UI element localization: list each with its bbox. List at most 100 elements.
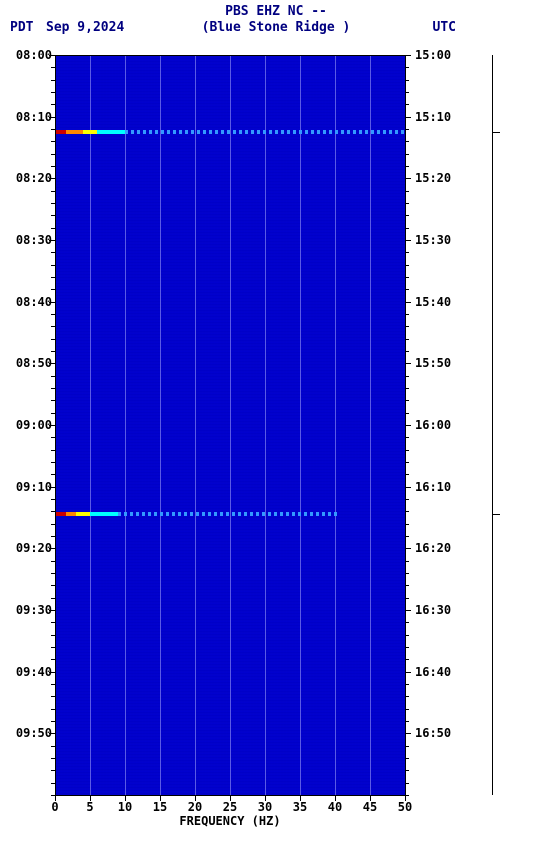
event-segment (66, 512, 77, 516)
y-minor-left (51, 598, 55, 599)
x-axis-title: FREQUENCY (HZ) (55, 814, 405, 828)
y-label-right: 16:30 (415, 603, 451, 617)
y-minor-left (51, 240, 55, 241)
plot-border-left (55, 55, 56, 795)
x-tick-label: 20 (188, 800, 202, 814)
y-minor-right (405, 499, 409, 500)
y-minor-left (51, 104, 55, 105)
y-minor-right (405, 487, 409, 488)
event-segment (83, 130, 97, 134)
y-minor-left (51, 400, 55, 401)
y-label-left: 09:40 (8, 665, 52, 679)
y-minor-left (51, 783, 55, 784)
y-minor-left (51, 548, 55, 549)
event-segment (353, 130, 356, 134)
date: Sep 9,2024 (46, 20, 124, 35)
y-minor-right (405, 684, 409, 685)
y-label-left: 09:20 (8, 541, 52, 555)
x-tick-label: 0 (51, 800, 58, 814)
y-label-left: 09:50 (8, 726, 52, 740)
event-segment (298, 512, 301, 516)
y-minor-left (51, 117, 55, 118)
event-segment (323, 130, 326, 134)
event-segment (227, 130, 230, 134)
event-segment (55, 130, 66, 134)
event-segment (167, 130, 170, 134)
y-minor-left (51, 684, 55, 685)
y-minor-left (51, 265, 55, 266)
y-minor-left (51, 203, 55, 204)
y-minor-left (51, 795, 55, 796)
gridline (265, 55, 266, 795)
y-minor-left (51, 67, 55, 68)
y-minor-left (51, 252, 55, 253)
y-minor-right (405, 733, 409, 734)
y-minor-right (405, 351, 409, 352)
y-label-right: 16:00 (415, 418, 451, 432)
y-label-left: 09:30 (8, 603, 52, 617)
event-segment (125, 130, 128, 134)
y-minor-left (51, 351, 55, 352)
event-segment (118, 512, 121, 516)
event-segment (299, 130, 302, 134)
y-label-left: 08:20 (8, 171, 52, 185)
event-segment (304, 512, 307, 516)
event-segment (286, 512, 289, 516)
event-segment (317, 130, 320, 134)
y-minor-left (51, 413, 55, 414)
y-minor-left (51, 585, 55, 586)
y-minor-left (51, 573, 55, 574)
event-segment (190, 512, 193, 516)
y-minor-right (405, 55, 409, 56)
y-minor-right (405, 302, 409, 303)
event-segment (275, 130, 278, 134)
y-minor-right (405, 314, 409, 315)
event-segment (244, 512, 247, 516)
event-segment (185, 130, 188, 134)
y-minor-left (51, 129, 55, 130)
y-minor-left (51, 610, 55, 611)
event-segment (347, 130, 350, 134)
event-segment (191, 130, 194, 134)
y-minor-right (405, 622, 409, 623)
y-label-left: 09:00 (8, 418, 52, 432)
event-segment (90, 512, 118, 516)
y-minor-right (405, 511, 409, 512)
title-line1: PBS EHZ NC -- (0, 4, 552, 19)
gridline (195, 55, 196, 795)
y-label-left: 08:40 (8, 295, 52, 309)
event-segment (154, 512, 157, 516)
y-label-right: 16:50 (415, 726, 451, 740)
y-minor-right (405, 104, 409, 105)
event-segment (311, 130, 314, 134)
x-tick-label: 5 (86, 800, 93, 814)
y-minor-right (405, 536, 409, 537)
event-segment (328, 512, 331, 516)
y-minor-left (51, 191, 55, 192)
event-segment (148, 512, 151, 516)
y-minor-left (51, 622, 55, 623)
x-tick-label: 25 (223, 800, 237, 814)
event-segment (209, 130, 212, 134)
y-minor-left (51, 55, 55, 56)
y-minor-left (51, 450, 55, 451)
x-tick-label: 10 (118, 800, 132, 814)
y-minor-right (405, 376, 409, 377)
event-segment (341, 130, 344, 134)
y-minor-left (51, 462, 55, 463)
event-segment (208, 512, 211, 516)
gridline (90, 55, 91, 795)
event-segment (161, 130, 164, 134)
y-minor-right (405, 388, 409, 389)
y-minor-left (51, 277, 55, 278)
y-minor-right (405, 524, 409, 525)
gridline (300, 55, 301, 795)
event-segment (263, 130, 266, 134)
gridline (335, 55, 336, 795)
y-minor-right (405, 462, 409, 463)
event-segment (155, 130, 158, 134)
event-segment (383, 130, 386, 134)
y-label-left: 08:50 (8, 356, 52, 370)
y-minor-right (405, 425, 409, 426)
y-minor-left (51, 511, 55, 512)
